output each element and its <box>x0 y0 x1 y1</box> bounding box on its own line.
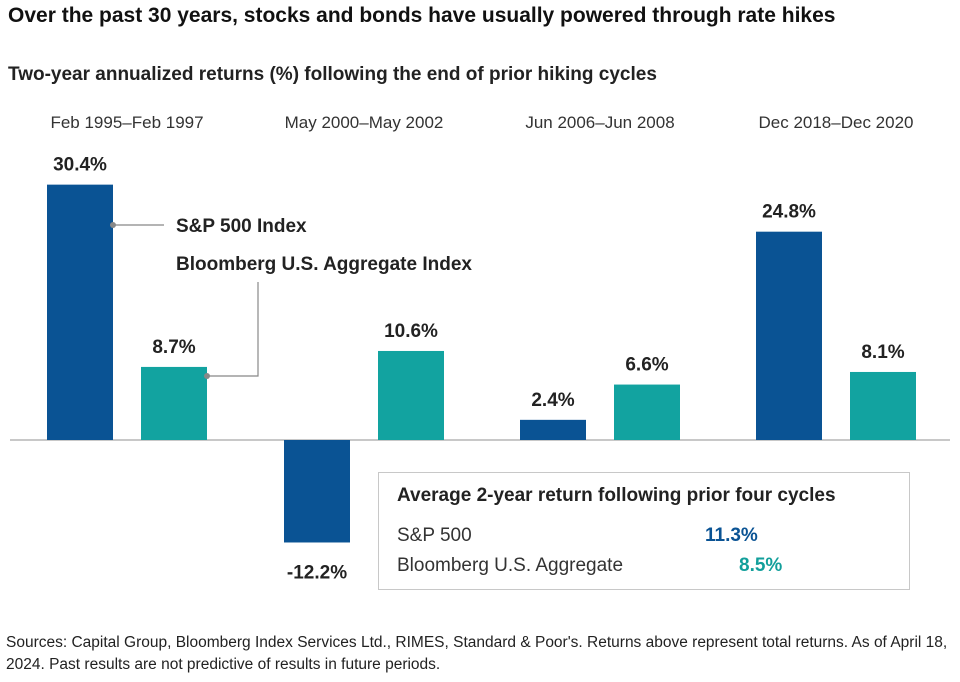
value-label-sp500-0: 30.4% <box>53 155 107 176</box>
bar-sp500-2 <box>520 419 586 440</box>
legend-dot-sp500 <box>110 222 116 228</box>
bar-sp500-1 <box>284 440 350 543</box>
bar-bloomberg-2 <box>614 384 680 440</box>
value-label-sp500-2: 2.4% <box>531 390 574 411</box>
period-label-1: May 2000–May 2002 <box>285 113 444 132</box>
legend-label-bloomberg: Bloomberg U.S. Aggregate Index <box>176 254 472 275</box>
legend-leader-bloomberg <box>207 282 259 377</box>
sources-footnote: Sources: Capital Group, Bloomberg Index … <box>6 634 948 673</box>
average-row-sp500-label: S&P 500 <box>397 525 472 546</box>
legend-dot-bloomberg <box>204 373 210 379</box>
bar-sp500-3 <box>756 231 822 440</box>
value-label-bloomberg-0: 8.7% <box>152 337 195 358</box>
average-row-sp500-value: 11.3% <box>705 525 758 546</box>
period-label-0: Feb 1995–Feb 1997 <box>50 113 203 132</box>
average-box-title: Average 2-year return following prior fo… <box>397 485 836 506</box>
bar-bloomberg-3 <box>850 371 916 440</box>
chart-title: Two-year annualized returns (%) followin… <box>8 64 657 85</box>
value-label-bloomberg-1: 10.6% <box>384 321 438 342</box>
value-label-sp500-1: -12.2% <box>287 562 347 583</box>
bar-chart: Feb 1995–Feb 1997 May 2000–May 2002 Jun 20… <box>10 113 950 583</box>
value-label-bloomberg-2: 6.6% <box>625 355 668 376</box>
average-row-bloomberg-value: 8.5% <box>739 555 783 576</box>
period-label-3: Dec 2018–Dec 2020 <box>758 113 913 132</box>
bar-bloomberg-1 <box>378 350 444 440</box>
legend-label-sp500: S&P 500 Index <box>176 216 307 237</box>
value-label-bloomberg-3: 8.1% <box>861 342 904 363</box>
value-label-sp500-3: 24.8% <box>762 202 816 223</box>
bar-sp500-0 <box>47 184 113 440</box>
period-label-2: Jun 2006–Jun 2008 <box>525 113 674 132</box>
headline: Over the past 30 years, stocks and bonds… <box>8 4 836 27</box>
average-return-box: Average 2-year return following prior fo… <box>378 472 910 590</box>
bar-bloomberg-0 <box>141 366 207 440</box>
average-row-bloomberg-label: Bloomberg U.S. Aggregate <box>397 555 624 576</box>
